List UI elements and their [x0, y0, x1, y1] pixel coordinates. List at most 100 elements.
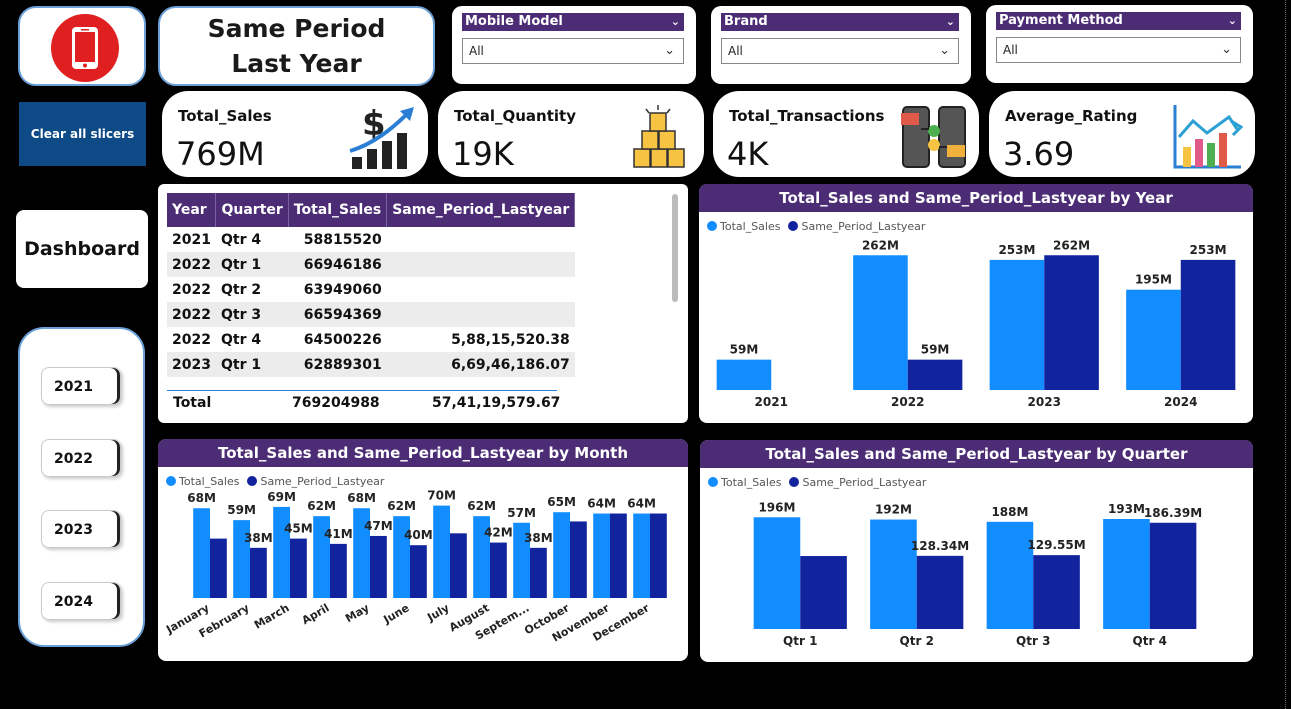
total-divider [167, 390, 557, 391]
year-button-2021[interactable]: 2021 [41, 367, 121, 405]
data-label: 62M [307, 499, 336, 513]
table-row[interactable]: 2022 Qtr 4 64500226 5,88,15,520.38 [167, 327, 575, 352]
bar-total_sales [989, 259, 1045, 390]
bar-total_sales [593, 513, 610, 598]
legend-item[interactable]: Same_Period_Lastyear [789, 476, 926, 489]
column-header[interactable]: Quarter [215, 193, 289, 227]
x-tick-label: Qtr 1 [783, 634, 817, 648]
x-tick-label: 2024 [1164, 395, 1197, 409]
legend-item[interactable]: Same_Period_Lastyear [788, 220, 925, 233]
slicer-header[interactable]: Mobile Model ⌄ [462, 13, 684, 31]
brand-dropdown[interactable]: All ⌄ [721, 38, 959, 64]
kpi-label: Average_Rating [1005, 107, 1138, 125]
table-cell: Qtr 1 [215, 252, 289, 277]
column-header[interactable]: Year [167, 193, 217, 227]
table-row[interactable]: 2023 Qtr 1 62889301 6,69,46,186.07 [167, 352, 575, 377]
slicer-label: Mobile Model [465, 14, 563, 29]
year-button-2022[interactable]: 2022 [41, 439, 121, 477]
data-label: 196M [758, 500, 795, 514]
clear-all-slicers-button[interactable]: Clear all slicers [19, 102, 146, 166]
column-header[interactable]: Same_Period_Lastyear [386, 193, 576, 227]
legend-item[interactable]: Same_Period_Lastyear [247, 475, 384, 488]
chart-title: Total_Sales and Same_Period_Lastyear by … [699, 184, 1253, 212]
bar-total_sales [233, 520, 250, 598]
svg-text:$: $ [362, 104, 386, 144]
data-label: 65M [547, 495, 576, 509]
bar-total_sales [473, 516, 490, 598]
bar-same_period_lastyear [450, 533, 467, 598]
table-row[interactable]: 2022 Qtr 1 66946186 [167, 252, 575, 277]
x-tick-label: Qtr 4 [1133, 634, 1167, 648]
phone-transaction-icon [899, 105, 969, 175]
slicer-header[interactable]: Brand ⌄ [721, 13, 959, 31]
x-tick-label: Qtr 2 [900, 634, 934, 648]
table-row[interactable]: 2022 Qtr 2 63949060 [167, 277, 575, 302]
legend-item[interactable]: Total_Sales [707, 220, 780, 233]
sales-table: Year Quarter Total_Sales Same_Period_Las… [167, 193, 576, 377]
legend-item[interactable]: Total_Sales [708, 476, 781, 489]
bar-same_period_lastyear [370, 535, 387, 598]
data-label: 128.34M [911, 539, 969, 553]
kpi-value: 19K [452, 135, 514, 173]
logo-card [18, 6, 146, 86]
mobile-model-dropdown[interactable]: All ⌄ [462, 38, 684, 64]
bar-same_period_lastyear [650, 513, 667, 598]
table-cell: Qtr 2 [220, 281, 262, 298]
chart-title: Total_Sales and Same_Period_Lastyear by … [158, 439, 688, 467]
bar-same_period_lastyear [907, 359, 963, 390]
data-label: 45M [284, 522, 313, 536]
bar-total_sales [553, 512, 570, 598]
bar-same_period_lastyear [290, 538, 307, 598]
bar-same_period_lastyear [800, 556, 847, 629]
bar-same_period_lastyear [1033, 555, 1080, 629]
payment-method-dropdown[interactable]: All ⌄ [996, 37, 1241, 63]
quarter-chart: 196M Qtr 1 192M 128.34M Qtr 2 188M 129.55M Qtr … [753, 500, 1202, 648]
dashboard-button[interactable]: Dashboard [16, 210, 148, 288]
data-label: 41M [324, 527, 353, 541]
slicer-header[interactable]: Payment Method ⌄ [996, 12, 1241, 30]
data-label: 59M [921, 343, 950, 357]
bar-same_period_lastyear [410, 545, 427, 598]
slicer-value: All [728, 44, 743, 58]
table-header-row: Year Quarter Total_Sales Same_Period_Las… [167, 193, 576, 227]
data-label: 62M [467, 499, 496, 513]
chevron-down-icon[interactable]: ⌄ [945, 15, 955, 28]
table-cell: 2021 [172, 231, 211, 248]
smartphone-icon [51, 14, 119, 82]
table-row[interactable]: 2021 Qtr 4 58815520 [167, 227, 575, 252]
year-button-2023[interactable]: 2023 [41, 510, 121, 548]
chart-legend: Total_Sales Same_Period_Lastyear [166, 475, 384, 488]
kpi-label: Total_Sales [178, 107, 272, 125]
table-cell: 66946186 [288, 252, 387, 277]
kpi-value: 3.69 [1003, 135, 1075, 173]
table-cell: 58815520 [303, 231, 382, 248]
chevron-down-icon[interactable]: ⌄ [1227, 14, 1237, 27]
data-label: 69M [267, 490, 296, 504]
brand-slicer: Brand ⌄ All ⌄ [711, 6, 971, 84]
table-scrollbar[interactable] [672, 194, 678, 302]
data-label: 193M [1108, 502, 1145, 516]
bar-total_sales [716, 359, 772, 390]
bar-total_sales [1126, 289, 1181, 390]
data-label: 262M [1053, 238, 1090, 252]
boxes-icon [628, 103, 690, 177]
bar-growth-icon [1171, 103, 1244, 177]
x-tick-label: 2022 [891, 395, 924, 409]
table-cell: 2023 [167, 352, 216, 377]
bar-same_period_lastyear [490, 542, 507, 598]
data-label: 62M [387, 499, 416, 513]
table-cell: 64500226 [303, 331, 382, 348]
column-header[interactable]: Total_Sales [288, 193, 388, 227]
table-row[interactable]: 2022 Qtr 3 66594369 [167, 302, 575, 327]
bar-same_period_lastyear [210, 538, 227, 598]
chevron-down-icon: ⌄ [664, 43, 675, 58]
year-button-2024[interactable]: 2024 [41, 582, 121, 620]
table-cell: Qtr 1 [215, 352, 289, 377]
bar-same_period_lastyear [610, 513, 627, 598]
data-label: 186.39M [1144, 506, 1202, 520]
data-label: 68M [347, 491, 376, 505]
year-chart: 59M 2021 262M 59M 2022 253M 262M 2023 195M 253M 20… [716, 238, 1236, 409]
chevron-down-icon[interactable]: ⌄ [670, 15, 680, 28]
bar-total_sales [313, 516, 330, 598]
legend-item[interactable]: Total_Sales [166, 475, 239, 488]
